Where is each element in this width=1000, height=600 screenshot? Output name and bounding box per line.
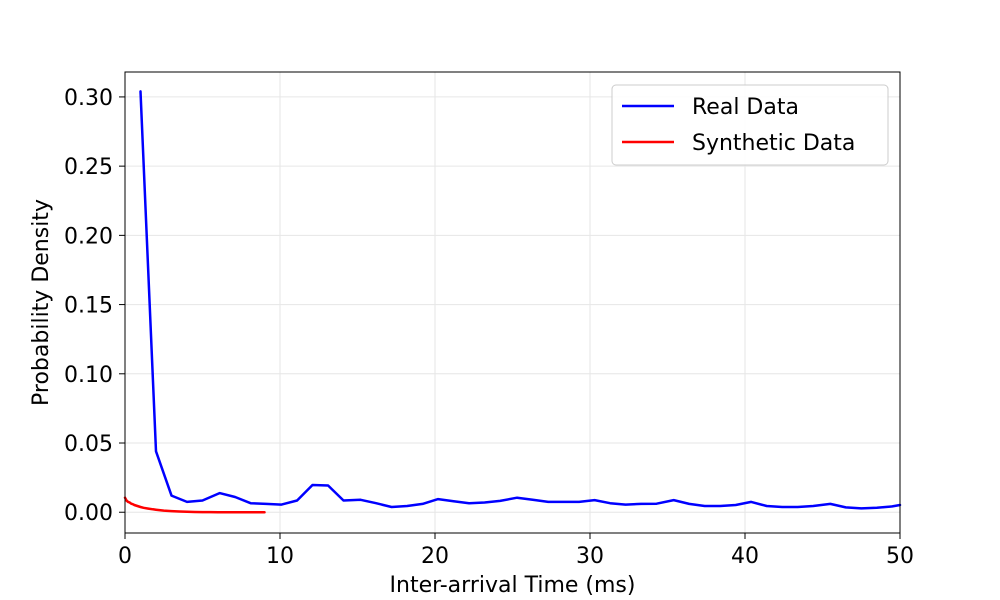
x-tick-label: 40 (731, 544, 759, 569)
series-line-synthetic-data (123, 496, 266, 514)
legend: Real Data Synthetic Data (611, 84, 889, 166)
x-tick-label: 20 (421, 544, 449, 569)
y-tick-label: 0.00 (64, 501, 113, 526)
series-line-real-data (139, 90, 902, 510)
y-tick-label: 0.25 (64, 155, 113, 180)
legend-box (611, 84, 889, 166)
legend-label-synthetic-data: Synthetic Data (692, 131, 855, 156)
x-tick-label: 50 (886, 544, 914, 569)
legend-label-real-data: Real Data (692, 95, 799, 120)
axis-ticks: 0 10 20 30 40 50 0.00 0.05 0.10 0.15 0.20 0.25 0.30 (64, 86, 914, 569)
y-tick-label: 0.15 (64, 294, 113, 319)
series-lines (123, 90, 902, 514)
y-tick-label: 0.30 (64, 86, 113, 111)
x-axis-label: Inter-arrival Time (ms) (390, 573, 636, 598)
y-tick-label: 0.20 (64, 224, 113, 249)
plot-frame (124, 71, 901, 534)
x-tick-label: 30 (576, 544, 604, 569)
y-tick-label: 0.10 (64, 363, 113, 388)
y-tick-label: 0.05 (64, 432, 113, 457)
x-tick-label: 0 (118, 544, 132, 569)
y-axis-label: Probability Density (29, 199, 54, 406)
x-tick-label: 10 (266, 544, 294, 569)
